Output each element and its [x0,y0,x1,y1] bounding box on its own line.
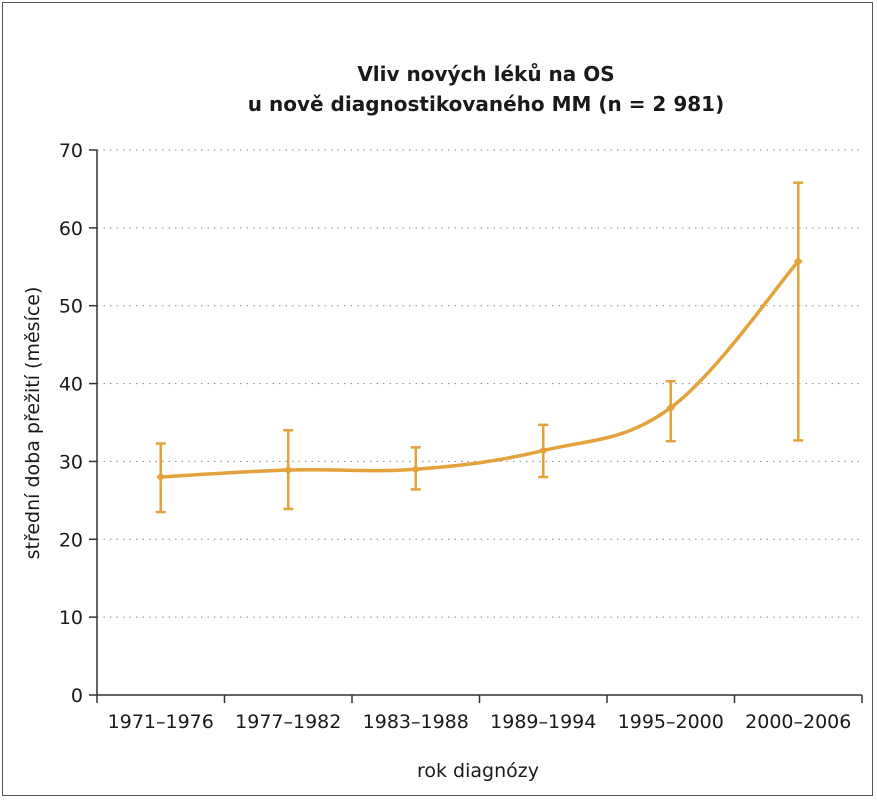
x-tick-labels: 1971–1976 1977–1982 1983–1988 1989–1994 1995… [108,711,852,733]
data-point [283,465,293,475]
gridlines [97,149,862,618]
axes [89,149,863,703]
data-points [156,256,803,482]
y-tick-label: 20 [59,529,83,551]
x-tick-label: 1971–1976 [108,711,214,733]
data-point [156,472,166,482]
y-tick-label: 60 [59,218,83,240]
y-tick-label: 50 [59,296,83,318]
x-tick-label: 2000–2006 [745,711,851,733]
y-tick-label: 10 [59,607,83,629]
y-tick-label: 40 [59,374,83,396]
series-path [159,259,800,479]
chart-title-line-1: Vliv nových léků na OS [357,62,614,86]
x-tick-label: 1977–1982 [235,711,341,733]
y-tick-labels: 0 10 20 30 40 50 60 70 [59,140,83,707]
y-tick-label: 0 [71,685,83,707]
data-point [538,446,548,456]
data-point [666,403,676,413]
data-point [411,464,421,474]
data-point [793,256,803,266]
y-tick-label: 30 [59,451,83,473]
y-tick-label: 70 [59,140,83,162]
x-tick-label: 1983–1988 [363,711,469,733]
chart-title-line-2: u nově diagnostikovaného MM (n = 2 981) [248,92,724,116]
x-tick-label: 1989–1994 [490,711,596,733]
x-tick-label: 1995–2000 [618,711,724,733]
x-axis-label: rok diagnózy [417,760,539,782]
series-line [159,259,800,479]
y-axis-label: střední doba přežití (měsíce) [22,287,44,560]
